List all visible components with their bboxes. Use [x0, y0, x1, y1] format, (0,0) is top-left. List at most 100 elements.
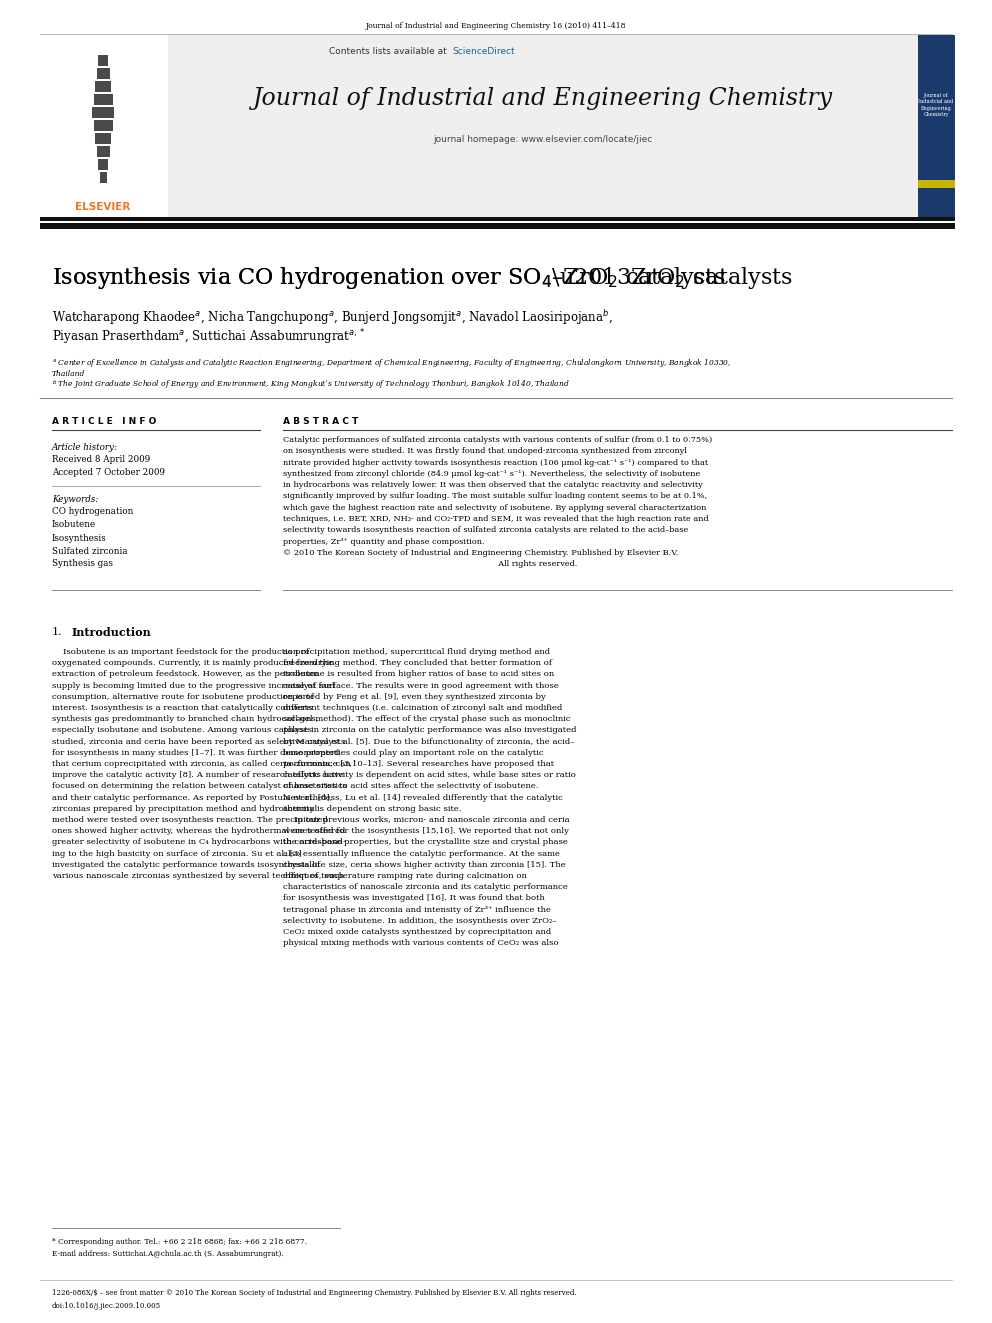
Text: reported by Feng et al. [9], even they synthesized zirconia by: reported by Feng et al. [9], even they s…	[283, 693, 546, 701]
Text: techniques, i.e. BET, XRD, NH₃- and CO₂-TPD and SEM, it was revealed that the hi: techniques, i.e. BET, XRD, NH₃- and CO₂-…	[283, 515, 708, 523]
Bar	[94, 120, 113, 131]
Text: effect of temperature ramping rate during calcination on: effect of temperature ramping rate durin…	[283, 872, 527, 880]
Bar	[40, 34, 168, 218]
Text: which gave the highest reaction rate and selectivity of isobutene. By applying s: which gave the highest reaction rate and…	[283, 504, 706, 512]
Text: * Corresponding author. Tel.: +66 2 218 6868; fax: +66 2 218 6877.: * Corresponding author. Tel.: +66 2 218 …	[52, 1238, 307, 1246]
Text: Piyasan Praserthdam$^a$, Suttichai Assabumrungrat$^{a,*}$: Piyasan Praserthdam$^a$, Suttichai Assab…	[52, 327, 365, 347]
Bar	[97, 67, 110, 79]
Text: interest. Isosynthesis is a reaction that catalytically converts: interest. Isosynthesis is a reaction tha…	[52, 704, 312, 712]
Text: 1226-086X/$ – see front matter © 2010 The Korean Society of Industrial and Engin: 1226-086X/$ – see front matter © 2010 Th…	[52, 1289, 576, 1297]
Text: selectivity to isobutene. In addition, the isosynthesis over ZrO₂–: selectivity to isobutene. In addition, t…	[283, 917, 557, 925]
Text: method were tested over isosynthesis reaction. The precipitated: method were tested over isosynthesis rea…	[52, 816, 328, 824]
Text: by Maruya et al. [5]. Due to the bifunctionality of zirconia, the acid–: by Maruya et al. [5]. Due to the bifunct…	[283, 738, 574, 746]
Text: $^b$ The Joint Graduate School of Energy and Environment, King Mongkut’s Univers: $^b$ The Joint Graduate School of Energy…	[52, 378, 569, 392]
Text: activity is dependent on strong basic site.: activity is dependent on strong basic si…	[283, 804, 461, 812]
Text: ing to the high basicity on surface of zirconia. Su et al. [3]: ing to the high basicity on surface of z…	[52, 849, 302, 857]
Text: for isosynthesis was investigated [16]. It was found that both: for isosynthesis was investigated [16]. …	[283, 894, 545, 902]
Text: 1.: 1.	[52, 627, 62, 636]
Text: different techniques (i.e. calcination of zirconyl salt and modified: different techniques (i.e. calcination o…	[283, 704, 562, 712]
Text: Journal of
Industrial and
Engineering
Chemistry: Journal of Industrial and Engineering Ch…	[919, 93, 953, 118]
Bar	[95, 134, 111, 144]
Text: Introduction: Introduction	[72, 627, 152, 638]
Bar	[95, 81, 111, 93]
Text: Thailand: Thailand	[52, 370, 85, 378]
Text: of base sites to acid sites affect the selectivity of isobutene.: of base sites to acid sites affect the s…	[283, 782, 539, 790]
Text: in hydrocarbons was relatively lower. It was then observed that the catalytic re: in hydrocarbons was relatively lower. It…	[283, 482, 702, 490]
Text: Isosynthesis: Isosynthesis	[52, 533, 107, 542]
Text: tetragonal phase in zirconia and intensity of Zr³⁺ influence the: tetragonal phase in zirconia and intensi…	[283, 906, 551, 914]
Text: crystallite size, ceria shows higher activity than zirconia [15]. The: crystallite size, ceria shows higher act…	[283, 861, 565, 869]
Text: isobutene is resulted from higher ratios of base to acid sites on: isobutene is resulted from higher ratios…	[283, 671, 555, 679]
Text: Catalytic performances of sulfated zirconia catalysts with various contents of s: Catalytic performances of sulfated zirco…	[283, 437, 712, 445]
Text: performance [3,10–13]. Several researches have proposed that: performance [3,10–13]. Several researche…	[283, 759, 555, 767]
Text: nitrate provided higher activity towards isosynthesis reaction (106 μmol kg-cat⁻: nitrate provided higher activity towards…	[283, 459, 708, 467]
Text: significantly improved by sulfur loading. The most suitable sulfur loading conte: significantly improved by sulfur loading…	[283, 492, 707, 500]
Text: consumption, alternative route for isobutene production is of: consumption, alternative route for isobu…	[52, 693, 313, 701]
Text: synthesis gas predominantly to branched chain hydrocarbons,: synthesis gas predominantly to branched …	[52, 716, 318, 724]
Text: Accepted 7 October 2009: Accepted 7 October 2009	[52, 467, 165, 476]
Text: E-mail address: Suttichai.A@chula.ac.th (S. Assabumrungrat).: E-mail address: Suttichai.A@chula.ac.th …	[52, 1250, 284, 1258]
Text: extraction of petroleum feedstock. However, as the petroleum: extraction of petroleum feedstock. Howev…	[52, 671, 318, 679]
Text: especially isobutane and isobutene. Among various catalysts: especially isobutane and isobutene. Amon…	[52, 726, 311, 734]
Text: A B S T R A C T: A B S T R A C T	[283, 418, 358, 426]
Text: Journal of Industrial and Engineering Chemistry: Journal of Industrial and Engineering Ch…	[253, 86, 833, 110]
Text: Isosynthesis via CO hydrogenation over SO$_4$\u2013ZrO$_2$ catalysts: Isosynthesis via CO hydrogenation over S…	[52, 265, 793, 291]
Bar	[40, 224, 955, 229]
Text: also essentially influence the catalytic performance. At the same: also essentially influence the catalytic…	[283, 849, 560, 857]
Text: Synthesis gas: Synthesis gas	[52, 560, 113, 569]
Bar	[100, 172, 107, 183]
Text: the acid–base properties, but the crystallite size and crystal phase: the acid–base properties, but the crysta…	[283, 839, 567, 847]
Text: for isosynthesis in many studies [1–7]. It was further demonstrated: for isosynthesis in many studies [1–7]. …	[52, 749, 339, 757]
Text: Sulfated zirconia: Sulfated zirconia	[52, 546, 128, 556]
Text: phase in zirconia on the catalytic performance was also investigated: phase in zirconia on the catalytic perfo…	[283, 726, 576, 734]
Bar	[168, 34, 918, 218]
Text: Watcharapong Khaodee$^a$, Nicha Tangchupong$^a$, Bunjerd Jongsomjit$^a$, Navadol: Watcharapong Khaodee$^a$, Nicha Tangchup…	[52, 308, 613, 328]
Text: doi:10.1016/j.jiec.2009.10.005: doi:10.1016/j.jiec.2009.10.005	[52, 1302, 161, 1310]
Text: characteristics of nanoscale zirconia and its catalytic performance: characteristics of nanoscale zirconia an…	[283, 884, 567, 892]
Text: Received 8 April 2009: Received 8 April 2009	[52, 455, 150, 464]
Text: ones showed higher activity, whereas the hydrothermal ones offered: ones showed higher activity, whereas the…	[52, 827, 345, 835]
Text: catalyst surface. The results were in good agreement with those: catalyst surface. The results were in go…	[283, 681, 558, 689]
Bar	[98, 159, 108, 169]
Text: $^a$ Center of Excellence in Catalysis and Catalytic Reaction Engineering, Depar: $^a$ Center of Excellence in Catalysis a…	[52, 357, 731, 369]
Text: that cerium coprecipitated with zirconia, as called ceria–zirconia, can: that cerium coprecipitated with zirconia…	[52, 759, 350, 767]
Text: supply is becoming limited due to the progressive increase of fuel: supply is becoming limited due to the pr…	[52, 681, 334, 689]
Bar	[97, 146, 110, 157]
Text: journal homepage: www.elsevier.com/locate/jiec: journal homepage: www.elsevier.com/locat…	[434, 135, 653, 144]
Text: A R T I C L E   I N F O: A R T I C L E I N F O	[52, 418, 157, 426]
Text: synthesized from zirconyl chloride (84.9 μmol kg-cat⁻¹ s⁻¹). Nevertheless, the s: synthesized from zirconyl chloride (84.9…	[283, 470, 700, 478]
Text: Keywords:: Keywords:	[52, 495, 98, 504]
Bar	[40, 217, 955, 221]
Text: selectivity towards isosynthesis reaction of sulfated zirconia catalysts are rel: selectivity towards isosynthesis reactio…	[283, 527, 688, 534]
Bar	[918, 180, 955, 188]
Text: CeO₂ mixed oxide catalysts synthesized by coprecipitation and: CeO₂ mixed oxide catalysts synthesized b…	[283, 927, 552, 935]
Text: In our previous works, micron- and nanoscale zirconia and ceria: In our previous works, micron- and nanos…	[283, 816, 569, 824]
Text: investigated the catalytic performance towards isosynthesis of: investigated the catalytic performance t…	[52, 861, 320, 869]
Text: various nanoscale zirconias synthesized by several techniques, such: various nanoscale zirconias synthesized …	[52, 872, 344, 880]
Text: as precipitation method, supercritical fluid drying method and: as precipitation method, supercritical f…	[283, 648, 551, 656]
Text: and their catalytic performance. As reported by Postula et al. [8],: and their catalytic performance. As repo…	[52, 794, 332, 802]
Text: studied, zirconia and ceria have been reported as selective catalysts: studied, zirconia and ceria have been re…	[52, 738, 345, 746]
Text: All rights reserved.: All rights reserved.	[283, 561, 577, 569]
Text: focused on determining the relation between catalyst characteristics: focused on determining the relation betw…	[52, 782, 347, 790]
Text: ScienceDirect: ScienceDirect	[452, 48, 515, 57]
Text: physical mixing methods with various contents of CeO₂ was also: physical mixing methods with various con…	[283, 939, 558, 947]
Bar	[94, 94, 113, 105]
Text: base properties could play an important role on the catalytic: base properties could play an important …	[283, 749, 544, 757]
Text: Isobutene is an important feedstock for the production of: Isobutene is an important feedstock for …	[52, 648, 310, 656]
Text: properties, Zr³⁺ quantity and phase composition.: properties, Zr³⁺ quantity and phase comp…	[283, 537, 485, 545]
Bar	[918, 34, 955, 218]
Text: greater selectivity of isobutene in C₄ hydrocarbons with correspond-: greater selectivity of isobutene in C₄ h…	[52, 839, 346, 847]
Text: Nevertheless, Lu et al. [14] revealed differently that the catalytic: Nevertheless, Lu et al. [14] revealed di…	[283, 794, 562, 802]
Bar	[98, 56, 108, 66]
Text: Journal of Industrial and Engineering Chemistry 16 (2010) 411–418: Journal of Industrial and Engineering Ch…	[366, 22, 626, 30]
Text: improve the catalytic activity [8]. A number of research efforts have: improve the catalytic activity [8]. A nu…	[52, 771, 344, 779]
Text: sol–gel method). The effect of the crystal phase such as monoclinic: sol–gel method). The effect of the cryst…	[283, 716, 570, 724]
Text: Article history:: Article history:	[52, 442, 118, 451]
Text: catalytic activity is dependent on acid sites, while base sites or ratio: catalytic activity is dependent on acid …	[283, 771, 576, 779]
Text: Contents lists available at: Contents lists available at	[329, 48, 450, 57]
Text: Isosynthesis via CO hydrogenation over SO$_4$–ZrO$_2$ catalysts: Isosynthesis via CO hydrogenation over S…	[52, 265, 725, 291]
Text: © 2010 The Korean Society of Industrial and Engineering Chemistry. Published by : © 2010 The Korean Society of Industrial …	[283, 549, 679, 557]
Text: freeze-drying method. They concluded that better formation of: freeze-drying method. They concluded tha…	[283, 659, 552, 667]
Text: ELSEVIER: ELSEVIER	[75, 202, 131, 212]
